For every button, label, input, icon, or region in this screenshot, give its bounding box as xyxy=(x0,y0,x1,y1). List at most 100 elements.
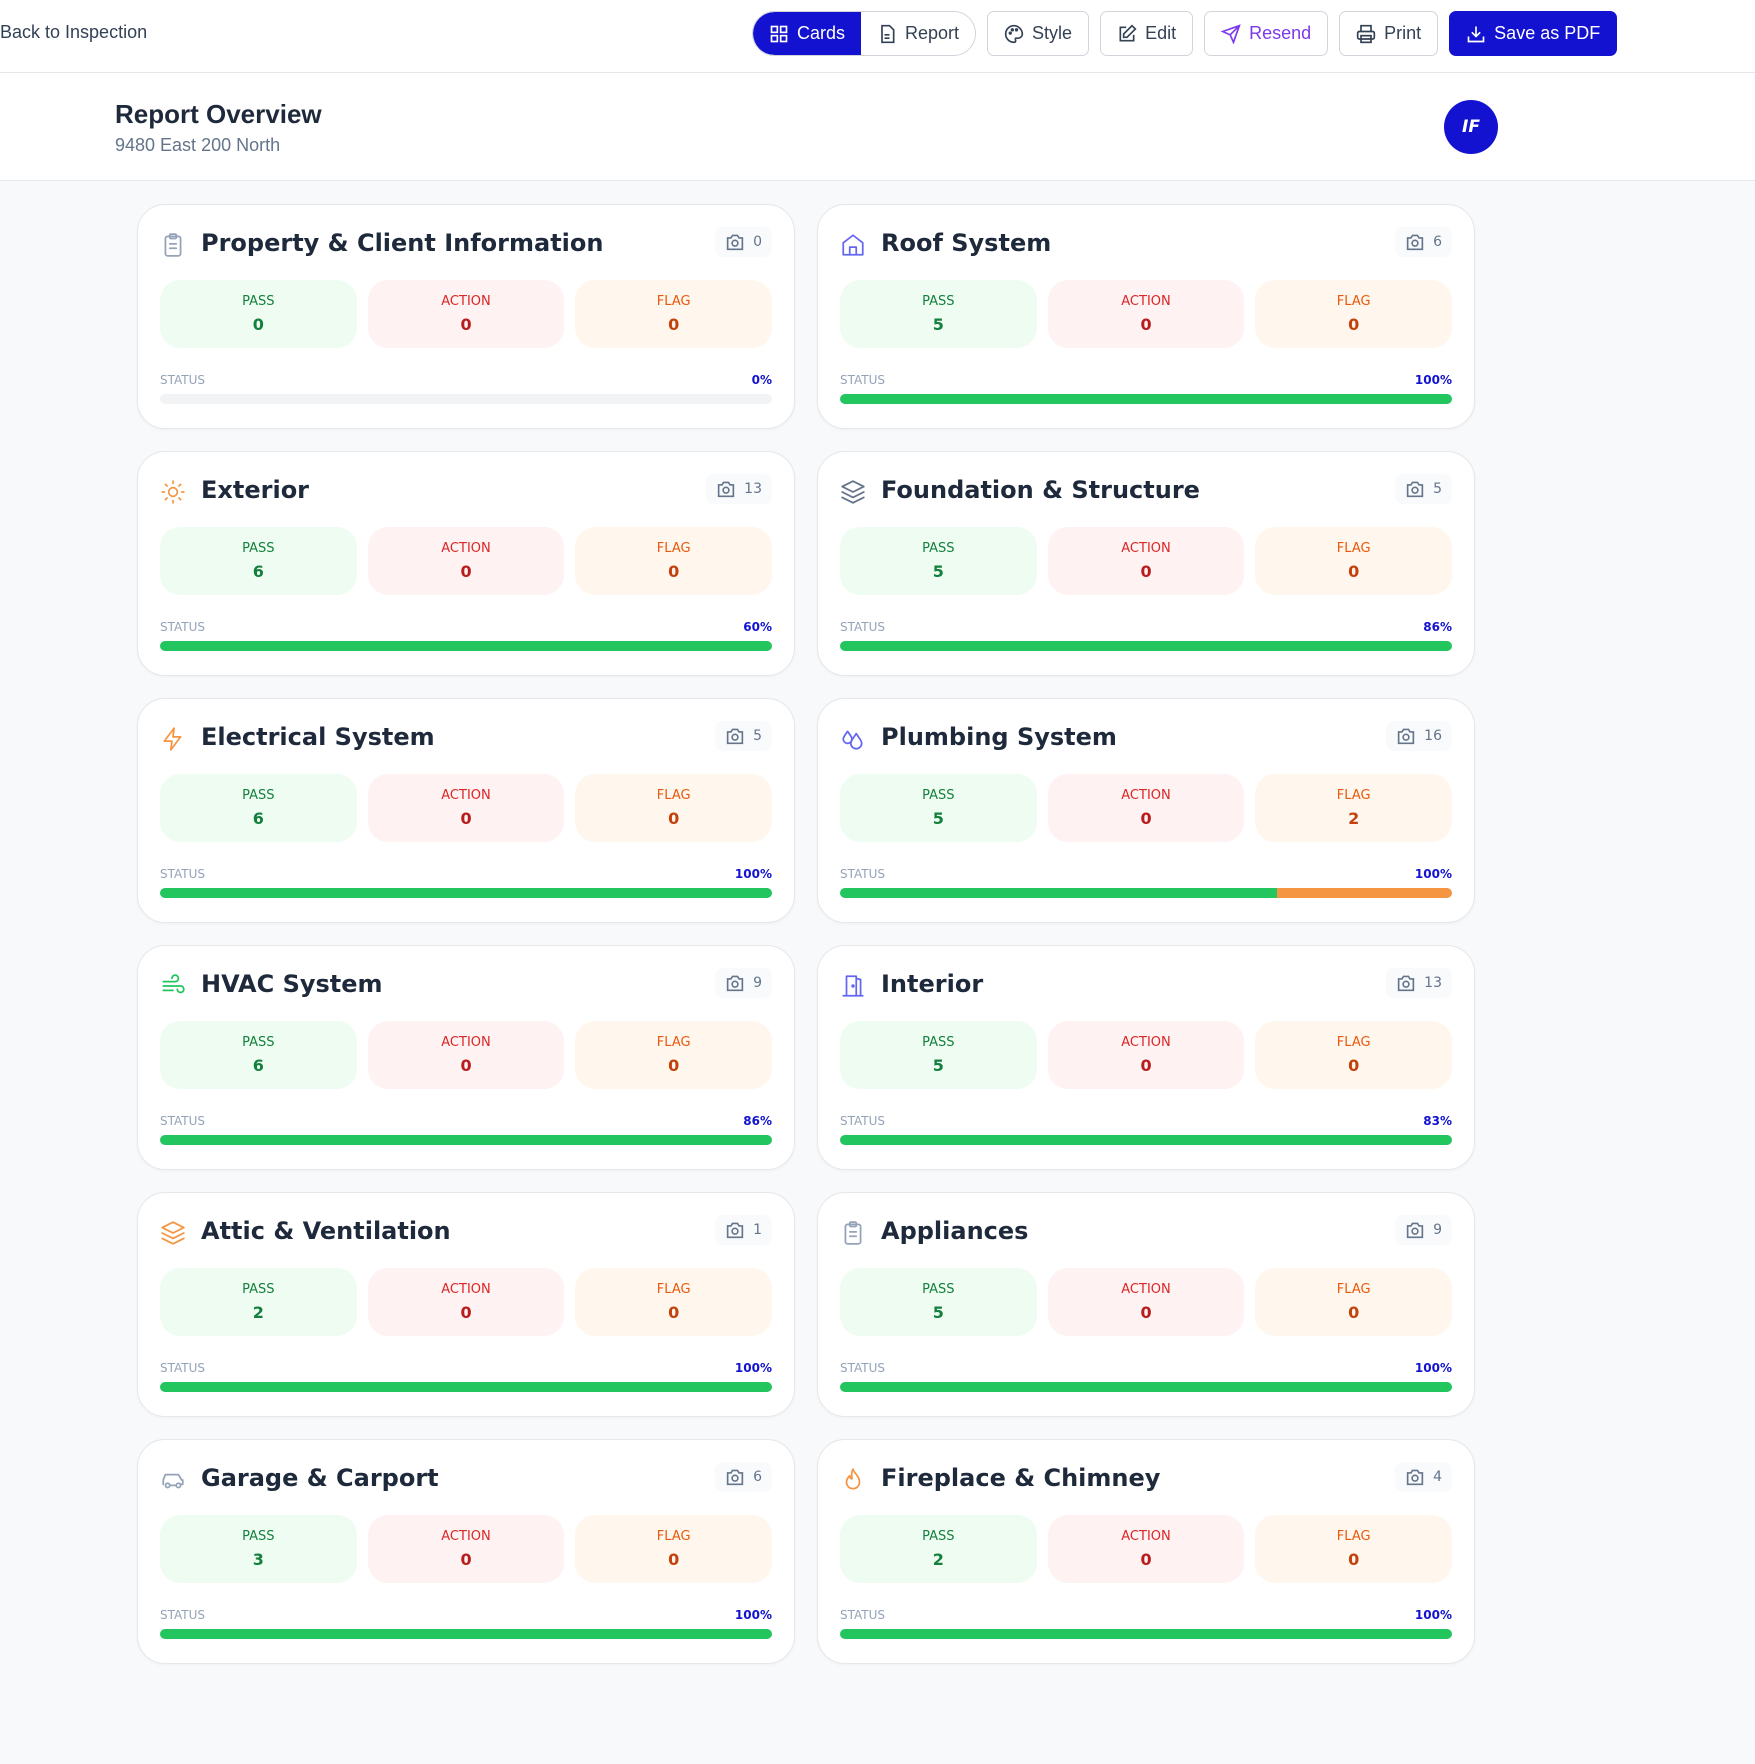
back-to-inspection-link[interactable]: Back to Inspection xyxy=(0,22,148,42)
action-label: ACTION xyxy=(441,541,491,556)
action-stat[interactable]: ACTION 0 xyxy=(1047,527,1245,595)
section-card[interactable]: HVAC System 9 PASS 6 ACTION 0 FLAG 0 STATUS… xyxy=(137,945,795,1170)
pass-stat[interactable]: PASS 5 xyxy=(840,1021,1037,1089)
door-icon xyxy=(842,975,864,997)
action-stat[interactable]: ACTION 0 xyxy=(1047,1515,1245,1583)
photo-count-badge[interactable]: 6 xyxy=(1395,227,1452,257)
photo-count-badge[interactable]: 13 xyxy=(706,474,772,504)
action-count: 0 xyxy=(460,1056,472,1075)
style-button[interactable]: Style xyxy=(987,11,1090,56)
pass-count: 5 xyxy=(932,809,944,828)
flag-stat[interactable]: FLAG 0 xyxy=(575,1268,773,1336)
status-percent: 100% xyxy=(1414,1608,1452,1622)
section-card[interactable]: Appliances 9 PASS 5 ACTION 0 FLAG 0 STATUS … xyxy=(817,1192,1475,1417)
section-card[interactable]: Property & Client Information 0 PASS 0 AC… xyxy=(137,204,795,429)
action-label: ACTION xyxy=(1121,1035,1171,1050)
flag-label: FLAG xyxy=(656,1035,691,1050)
pass-count: 6 xyxy=(252,1056,264,1075)
flag-stat[interactable]: FLAG 0 xyxy=(1255,1268,1453,1336)
pass-stat[interactable]: PASS 2 xyxy=(840,1515,1037,1583)
action-stat[interactable]: ACTION 0 xyxy=(367,1021,565,1089)
action-label: ACTION xyxy=(1121,541,1171,556)
section-card[interactable]: Foundation & Structure 5 PASS 5 ACTION 0 F… xyxy=(817,451,1475,676)
section-card[interactable]: Roof System 6 PASS 5 ACTION 0 FLAG 0 STATUS… xyxy=(817,204,1475,429)
photo-count: 6 xyxy=(1433,234,1442,250)
sun-icon xyxy=(161,480,185,504)
action-stat[interactable]: ACTION 0 xyxy=(367,774,565,842)
photo-count-badge[interactable]: 4 xyxy=(1395,1462,1452,1492)
action-stat[interactable]: ACTION 0 xyxy=(1047,1268,1245,1336)
action-stat[interactable]: ACTION 0 xyxy=(367,527,565,595)
report-view-button[interactable]: Report xyxy=(861,12,976,55)
flag-stat[interactable]: FLAG 0 xyxy=(575,527,773,595)
photo-count: 0 xyxy=(753,234,762,250)
flag-stat[interactable]: FLAG 0 xyxy=(575,1021,773,1089)
flag-label: FLAG xyxy=(656,1529,691,1544)
flame-icon xyxy=(845,1468,861,1490)
pass-stat[interactable]: PASS 3 xyxy=(160,1515,357,1583)
section-card[interactable]: Garage & Carport 6 PASS 3 ACTION 0 FLAG 0 S… xyxy=(137,1439,795,1664)
avatar[interactable]: IF xyxy=(1444,100,1498,154)
action-label: ACTION xyxy=(1121,294,1171,309)
photo-count: 16 xyxy=(1424,728,1442,744)
action-stat[interactable]: ACTION 0 xyxy=(367,1515,565,1583)
flag-stat[interactable]: FLAG 0 xyxy=(575,280,773,348)
photo-count-badge[interactable]: 16 xyxy=(1386,721,1452,751)
pass-stat[interactable]: PASS 2 xyxy=(160,1268,357,1336)
cards-view-button[interactable]: Cards xyxy=(753,12,862,55)
action-stat[interactable]: ACTION 0 xyxy=(367,1268,565,1336)
pass-stat[interactable]: PASS 5 xyxy=(840,774,1037,842)
save-as-pdf-button[interactable]: Save as PDF xyxy=(1449,11,1618,56)
pass-stat[interactable]: PASS 6 xyxy=(160,527,357,595)
photo-count-badge[interactable]: 6 xyxy=(715,1462,772,1492)
wind-icon xyxy=(162,974,185,994)
photo-count-badge[interactable]: 5 xyxy=(1395,474,1452,504)
pass-label: PASS xyxy=(242,294,275,309)
flag-stat[interactable]: FLAG 0 xyxy=(1255,280,1453,348)
flag-stat[interactable]: FLAG 0 xyxy=(1255,1515,1453,1583)
section-title: Exterior xyxy=(201,476,310,504)
action-stat[interactable]: ACTION 0 xyxy=(1047,774,1245,842)
edit-button[interactable]: Edit xyxy=(1100,11,1194,56)
section-title: Appliances xyxy=(881,1217,1029,1245)
stats-row: PASS 5 ACTION 0 FLAG 2 xyxy=(840,774,1453,842)
flag-segment xyxy=(1277,888,1452,898)
section-card[interactable]: Plumbing System 16 PASS 5 ACTION 0 FLAG 2 S… xyxy=(817,698,1475,923)
status-label: STATUS xyxy=(160,1361,206,1375)
section-card[interactable]: Attic & Ventilation 1 PASS 2 ACTION 0 FLAG… xyxy=(137,1192,795,1417)
flag-stat[interactable]: FLAG 0 xyxy=(1255,527,1453,595)
section-card[interactable]: Interior 13 PASS 5 ACTION 0 FLAG 0 STATUS 8… xyxy=(817,945,1475,1170)
pass-stat[interactable]: PASS 5 xyxy=(840,1268,1037,1336)
photo-count-badge[interactable]: 1 xyxy=(715,1215,772,1245)
action-count: 0 xyxy=(460,1303,472,1322)
photo-count-badge[interactable]: 9 xyxy=(1395,1215,1452,1245)
pass-segment xyxy=(840,1629,1452,1639)
pass-stat[interactable]: PASS 5 xyxy=(840,280,1037,348)
stats-row: PASS 2 ACTION 0 FLAG 0 xyxy=(160,1268,773,1336)
action-stat[interactable]: ACTION 0 xyxy=(1047,280,1245,348)
print-button[interactable]: Print xyxy=(1339,11,1439,56)
pass-stat[interactable]: PASS 0 xyxy=(160,280,357,348)
pass-stat[interactable]: PASS 6 xyxy=(160,1021,357,1089)
flag-stat[interactable]: FLAG 0 xyxy=(575,1515,773,1583)
home-icon xyxy=(842,234,864,256)
pass-stat[interactable]: PASS 5 xyxy=(840,527,1037,595)
status-label: STATUS xyxy=(840,1361,886,1375)
photo-count-badge[interactable]: 5 xyxy=(715,721,772,751)
photo-count-badge[interactable]: 0 xyxy=(715,227,772,257)
action-stat[interactable]: ACTION 0 xyxy=(1047,1021,1245,1089)
photo-count-badge[interactable]: 13 xyxy=(1386,968,1452,998)
action-count: 0 xyxy=(1140,1056,1152,1075)
flag-stat[interactable]: FLAG 0 xyxy=(575,774,773,842)
resend-button[interactable]: Resend xyxy=(1204,11,1329,56)
pass-stat[interactable]: PASS 6 xyxy=(160,774,357,842)
photo-count-badge[interactable]: 9 xyxy=(715,968,772,998)
status-progress-bar xyxy=(160,1382,772,1392)
section-card[interactable]: Exterior 13 PASS 6 ACTION 0 FLAG 0 STATUS 6… xyxy=(137,451,795,676)
action-stat[interactable]: ACTION 0 xyxy=(367,280,565,348)
flag-stat[interactable]: FLAG 2 xyxy=(1255,774,1453,842)
section-card[interactable]: Fireplace & Chimney 4 PASS 2 ACTION 0 FLAG… xyxy=(817,1439,1475,1664)
section-card[interactable]: Electrical System 5 PASS 6 ACTION 0 FLAG 0 … xyxy=(137,698,795,923)
droplets-icon xyxy=(842,730,863,750)
flag-stat[interactable]: FLAG 0 xyxy=(1255,1021,1453,1089)
